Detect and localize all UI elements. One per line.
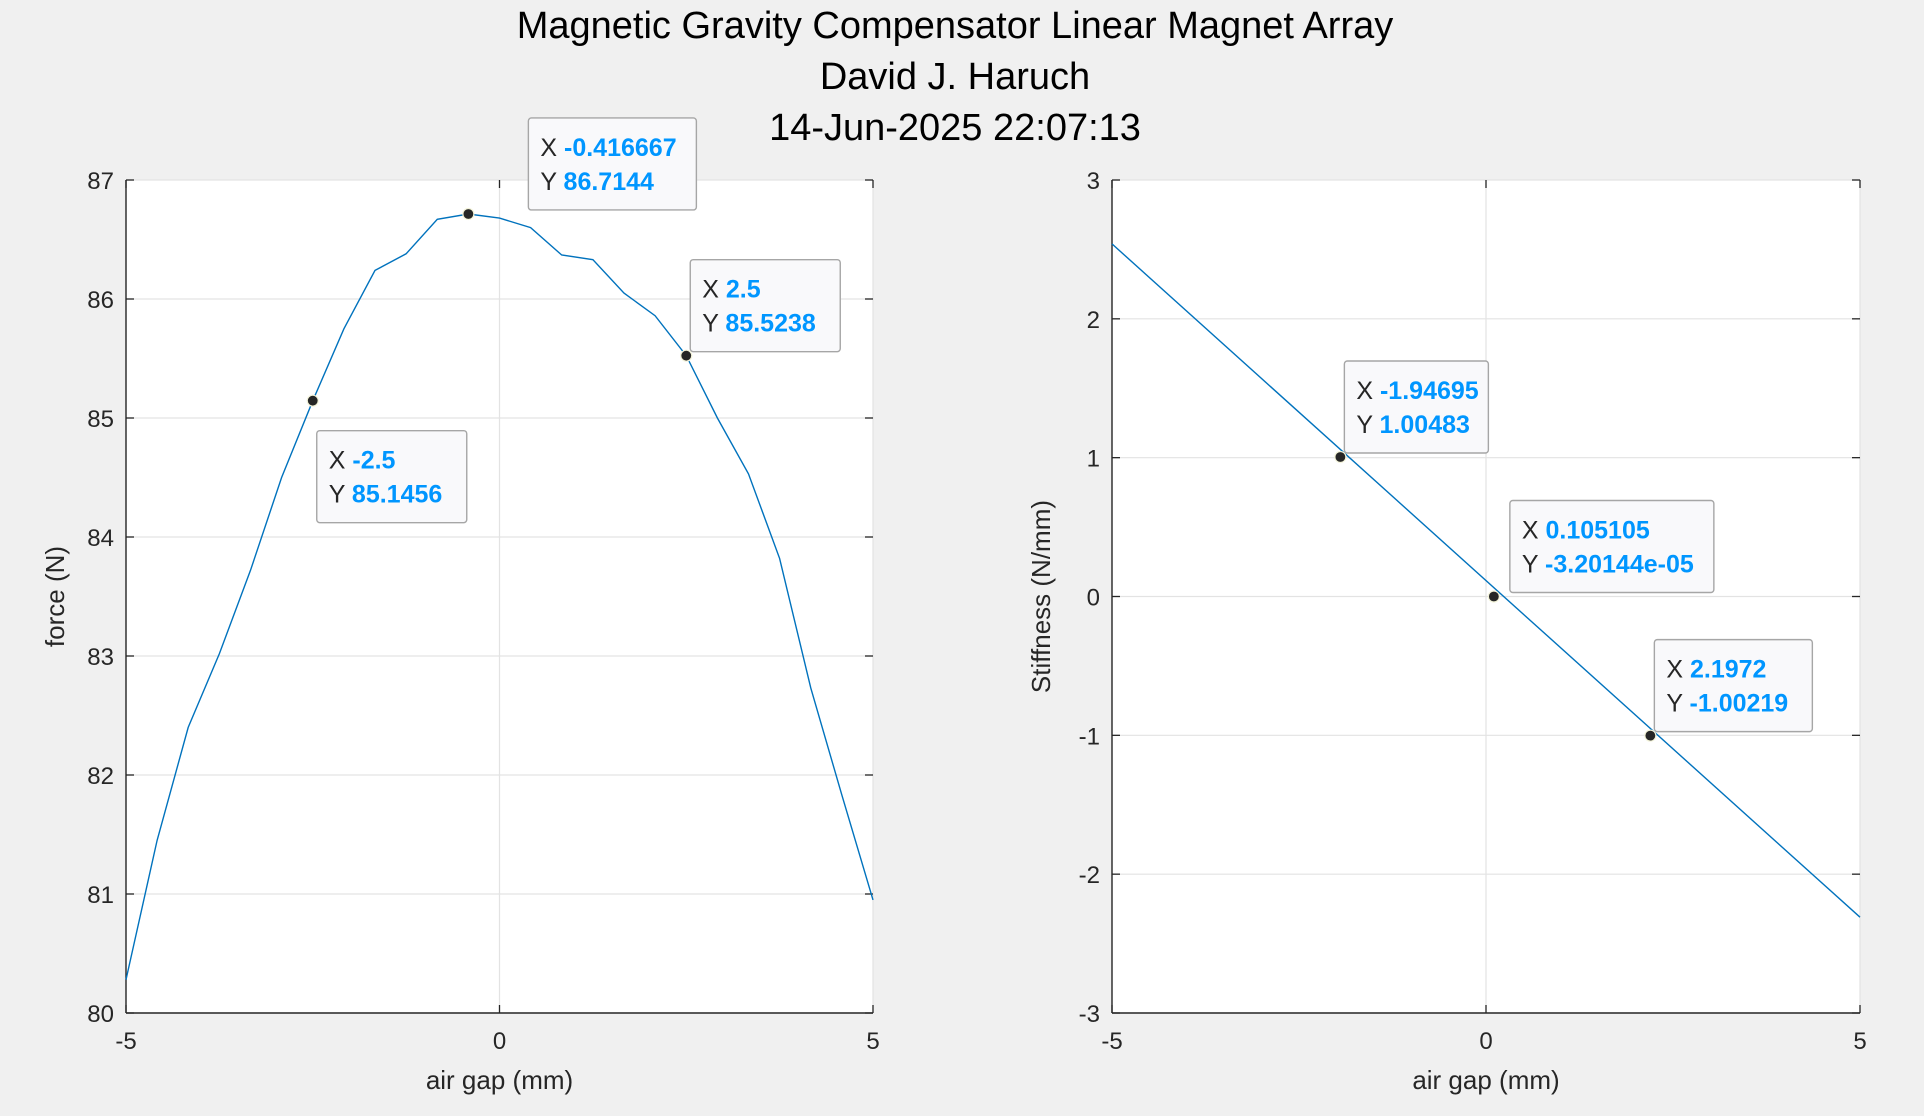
datatip-y-row: Y 85.1456 <box>329 481 443 509</box>
datatip-box <box>1343 360 1490 454</box>
x-axis-label: air gap (mm) <box>426 1065 573 1095</box>
y-tick-label: -3 <box>1079 1001 1100 1028</box>
stiffness-axes[interactable]: -5 0 5 -3 -2 -1 0 1 2 3 air gap (mm) Stiffness (N/m… <box>1026 168 1867 1095</box>
datatip-x-prefix: X <box>329 447 353 475</box>
y-tick-label: 86 <box>87 287 114 314</box>
datatip-x-prefix: X <box>702 276 726 304</box>
y-tick-label: 3 <box>1087 168 1100 195</box>
x-tick-label: -5 <box>1101 1028 1122 1055</box>
datatip-x-prefix: X <box>540 134 564 162</box>
datatip-y-row: Y 86.7144 <box>540 168 654 196</box>
datatip-y-value: -1.00219 <box>1690 690 1789 718</box>
x-tick-label: 5 <box>1853 1028 1866 1055</box>
title-line-1: Magnetic Gravity Compensator Linear Magn… <box>517 5 1394 47</box>
datatip-x-prefix: X <box>1356 377 1380 405</box>
x-tick-label: 0 <box>493 1028 506 1055</box>
y-tick-label: 1 <box>1087 446 1100 473</box>
datatip-box <box>316 429 468 524</box>
datatip-x-row: X -2.5 <box>329 447 396 475</box>
y-tick-label: -2 <box>1079 862 1100 889</box>
datatip-x-value: 2.1972 <box>1690 656 1766 684</box>
datatip-x-value: -1.94695 <box>1380 377 1479 405</box>
y-tick-label: 84 <box>87 525 114 552</box>
datatip-marker[interactable] <box>1334 450 1347 464</box>
datatip-y-prefix: Y <box>1666 690 1689 718</box>
force-axes[interactable]: -5 0 5 80 81 82 83 84 85 86 87 air gap (mm) force (N… <box>40 117 880 1095</box>
datatip-y-row: Y -1.00219 <box>1666 690 1788 718</box>
title-line-2: David J. Haruch <box>820 56 1090 98</box>
datatip-marker[interactable] <box>1487 590 1500 603</box>
y-axis-label: Stiffness (N/mm) <box>1026 500 1056 693</box>
y-tick-label: 80 <box>87 1001 114 1028</box>
datatip-box <box>1509 499 1715 594</box>
y-tick-label: 81 <box>87 882 114 909</box>
datatip[interactable]: X 2.5Y 85.5238 <box>680 258 841 362</box>
datatip-y-row: Y 85.5238 <box>702 310 816 338</box>
datatip-y-row: Y 1.00483 <box>1356 411 1470 439</box>
datatip-box <box>689 258 841 353</box>
datatip[interactable]: X -2.5Y 85.1456 <box>306 394 468 524</box>
datatip-y-value: 85.1456 <box>352 481 442 509</box>
datatip-x-value: -2.5 <box>352 447 395 475</box>
datatip-x-row: X -1.94695 <box>1356 377 1478 405</box>
datatip-y-prefix: Y <box>329 481 352 509</box>
datatip-x-value: -0.416667 <box>564 134 677 162</box>
datatip-x-value: 0.105105 <box>1545 517 1649 545</box>
series-line[interactable] <box>125 213 874 980</box>
y-tick-label: 2 <box>1087 307 1100 334</box>
x-axis-label: air gap (mm) <box>1412 1065 1559 1095</box>
datatip-y-prefix: Y <box>1356 411 1379 439</box>
datatip-x-value: 2.5 <box>726 276 761 304</box>
datatip-y-prefix: Y <box>540 168 563 196</box>
y-tick-label: -1 <box>1079 723 1100 750</box>
datatip-x-row: X -0.416667 <box>540 134 676 162</box>
datatip-y-value: -3.20144e-05 <box>1545 551 1694 579</box>
datatip-x-prefix: X <box>1666 656 1690 684</box>
datatip-box <box>1653 638 1814 733</box>
figure-title: Magnetic Gravity Compensator Linear Magn… <box>517 5 1394 149</box>
y-tick-label: 87 <box>87 168 114 195</box>
datatip-y-prefix: Y <box>702 310 725 338</box>
x-tick-label: 0 <box>1479 1028 1492 1055</box>
datatip-marker[interactable] <box>680 349 693 362</box>
y-tick-label: 85 <box>87 406 114 433</box>
x-tick-label: 5 <box>866 1028 879 1055</box>
datatip-x-row: X 2.1972 <box>1666 656 1766 684</box>
datatip-y-row: Y -3.20144e-05 <box>1522 551 1694 579</box>
datatip-y-value: 85.5238 <box>725 310 815 338</box>
datatip-y-value: 1.00483 <box>1380 411 1470 439</box>
datatip-y-value: 86.7144 <box>564 168 654 196</box>
datatip-y-prefix: Y <box>1522 551 1545 579</box>
series-line[interactable] <box>1111 243 1861 918</box>
datatip-x-row: X 2.5 <box>702 276 760 304</box>
y-tick-label: 83 <box>87 644 114 671</box>
y-axis-label: force (N) <box>40 546 70 647</box>
y-tick-label: 82 <box>87 763 114 790</box>
datatip-marker[interactable] <box>462 207 475 221</box>
x-tick-label: -5 <box>115 1028 136 1055</box>
datatip-marker[interactable] <box>306 394 319 407</box>
y-tick-label: 0 <box>1087 585 1100 612</box>
datatip-x-prefix: X <box>1522 517 1546 545</box>
title-line-3: 14-Jun-2025 22:07:13 <box>769 107 1141 149</box>
datatip-marker[interactable] <box>1644 729 1657 742</box>
datatip-box <box>527 117 698 211</box>
datatip-x-row: X 0.105105 <box>1522 517 1650 545</box>
